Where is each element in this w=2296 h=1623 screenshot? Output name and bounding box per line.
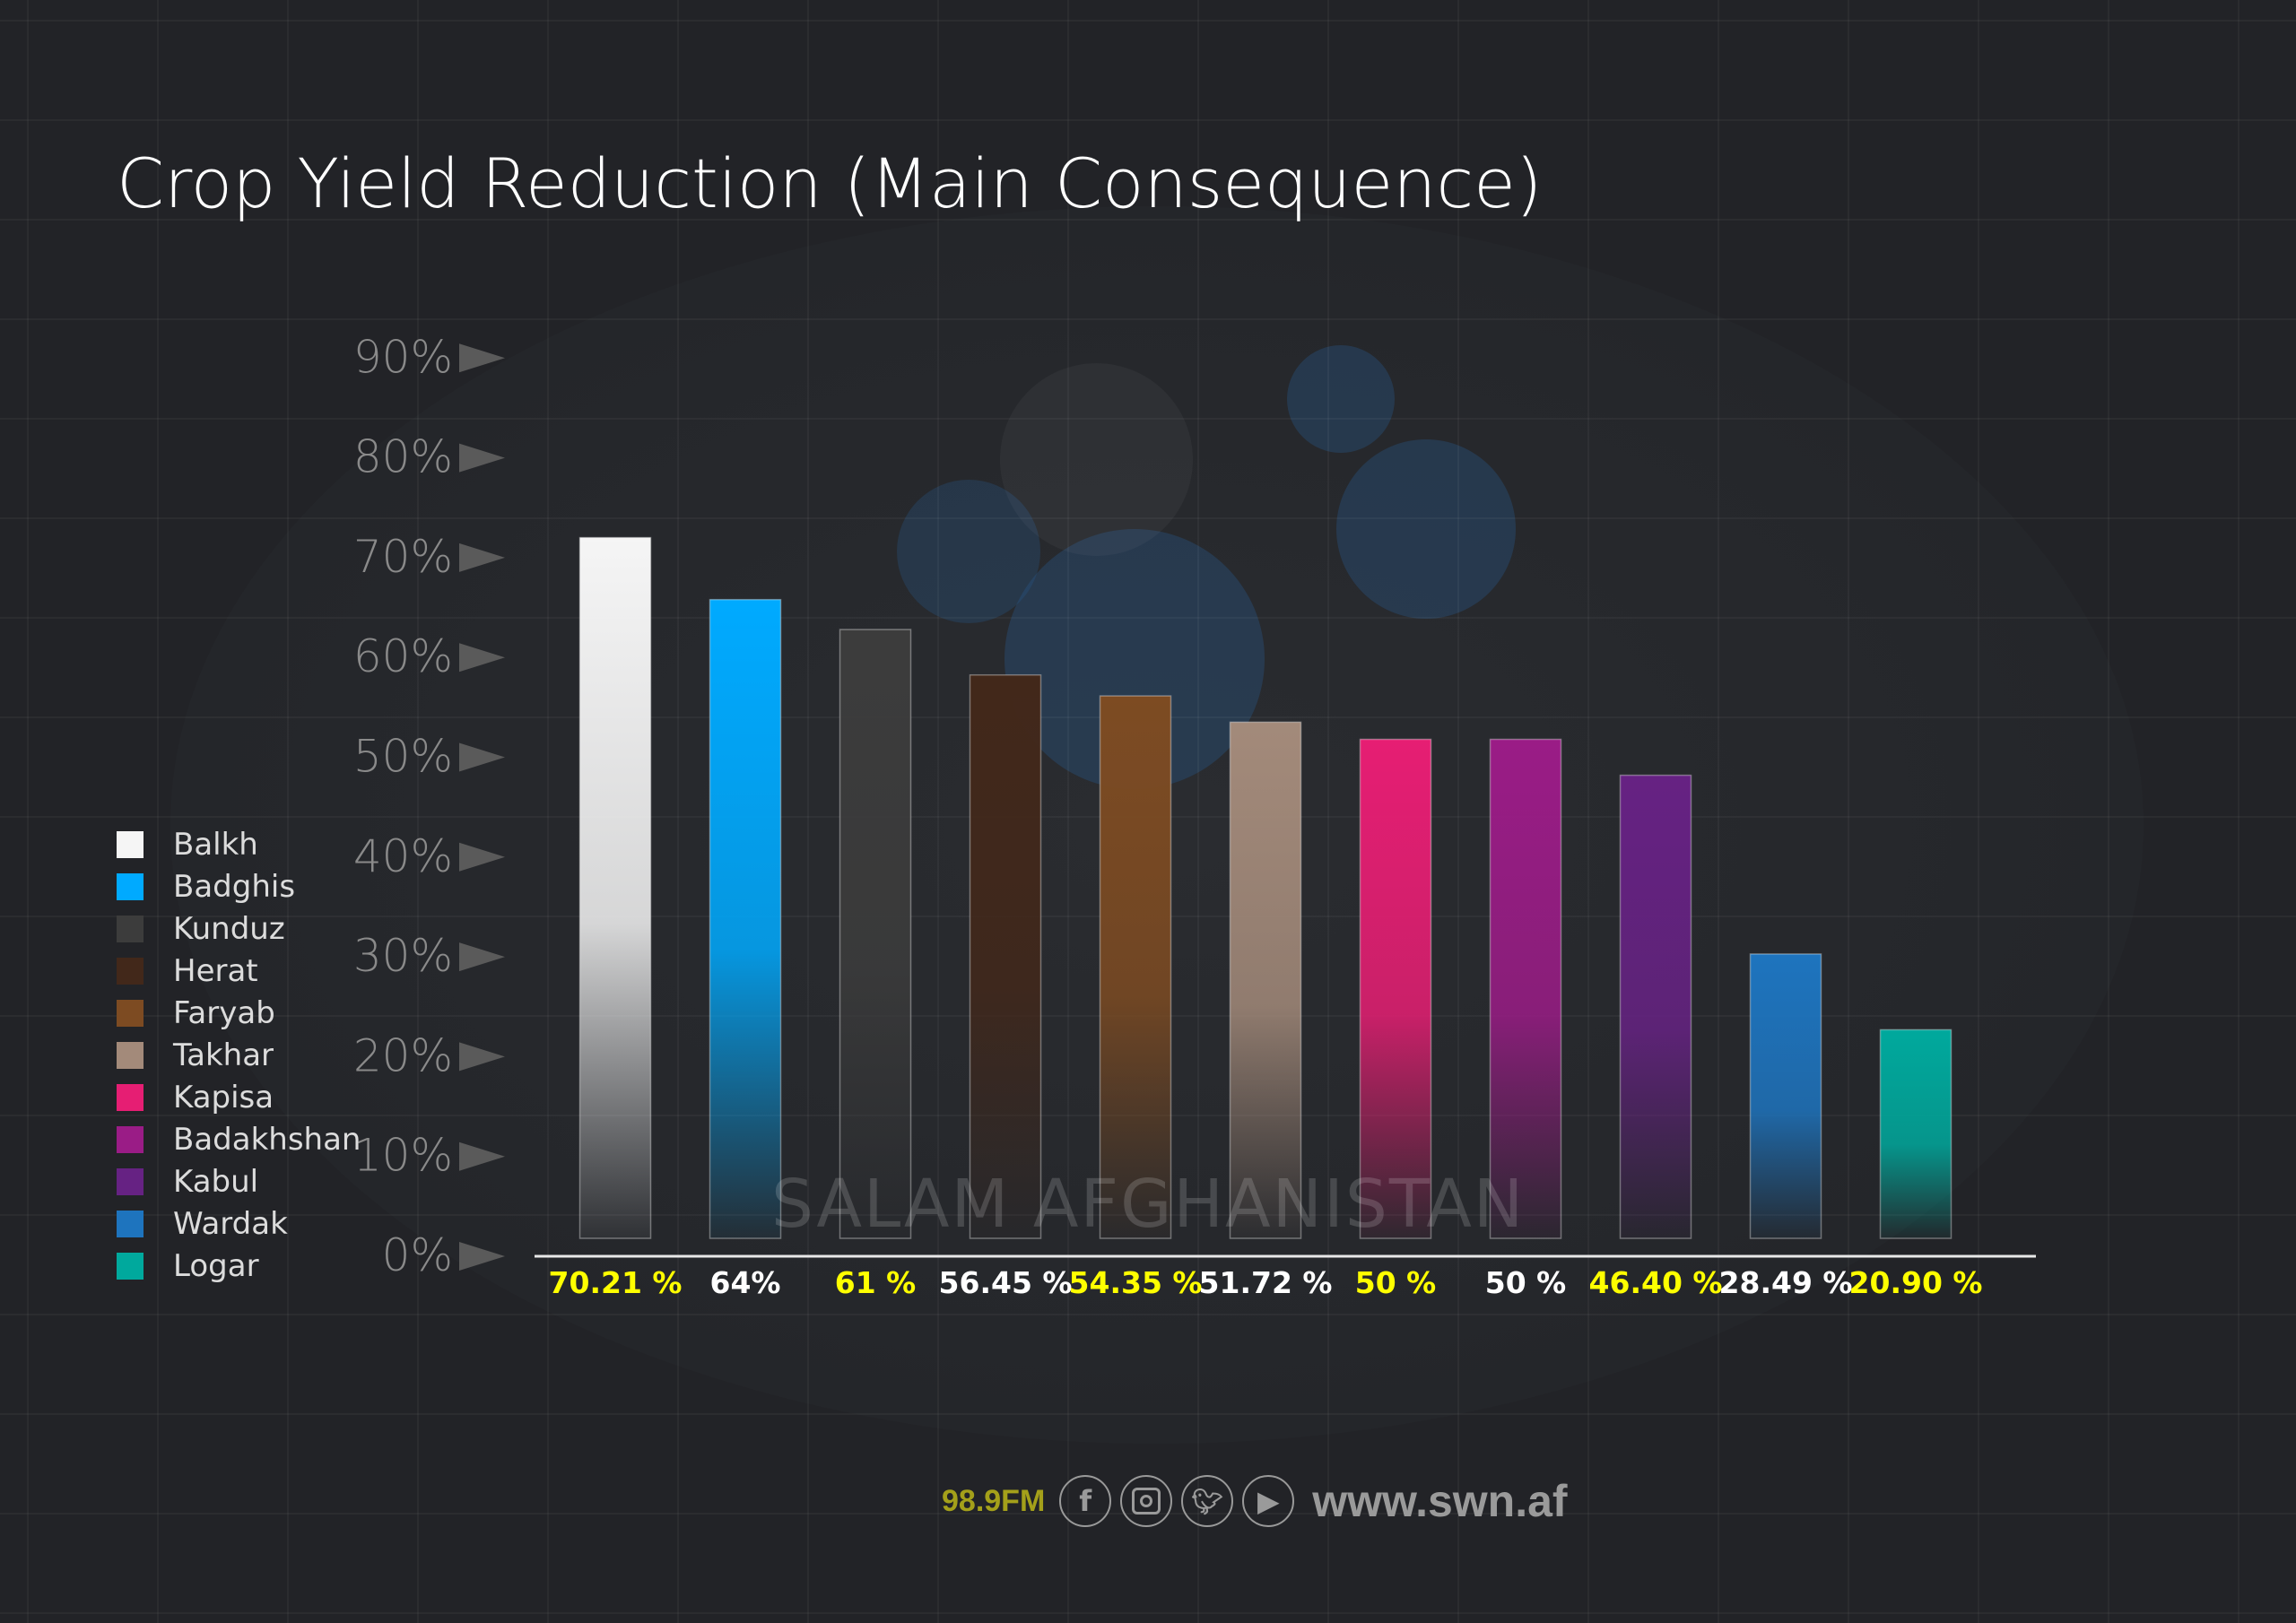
data-label: 51.72 % [1199,1265,1333,1300]
legend-item-faryab: Faryab [117,992,361,1034]
y-tick-label: 0% [382,1229,453,1281]
bar-kunduz [839,629,912,1239]
data-label: 28.49 % [1719,1265,1853,1300]
data-label: 54.35 % [1069,1265,1203,1300]
legend-label: Badghis [173,868,296,905]
legend-label: Faryab [173,994,275,1031]
legend-label: Badakhshan [173,1121,361,1158]
legend-label: Herat [173,952,258,989]
y-tick-arrow [459,1242,505,1271]
data-label: 46.40 % [1589,1265,1723,1300]
legend-item-takhar: Takhar [117,1034,361,1076]
bar-badghis [709,598,782,1239]
legend-item-badakhshan: Badakhshan [117,1118,361,1160]
data-label: 61 % [835,1265,916,1300]
y-tick-label: 40% [353,830,453,882]
legend-swatch [117,1210,144,1237]
legend-label: Wardak [173,1205,288,1242]
y-tick-arrow [459,742,505,772]
y-tick-arrow [459,942,505,972]
legend-swatch [117,830,144,858]
legend-label: Logar [173,1247,259,1284]
instagram-icon[interactable] [1120,1475,1173,1527]
footer: 98.9FM f 🐦︎ ▶ www.swn.af [942,1475,1568,1527]
legend-swatch [117,1252,144,1280]
legend-swatch [117,1083,144,1111]
bar-balkh [578,536,652,1239]
bg-bubble [1336,439,1516,619]
legend-item-kunduz: Kunduz [117,907,361,950]
y-tick-label: 90% [353,331,453,383]
y-tick-arrow [459,542,505,572]
y-tick-arrow [459,443,505,473]
bar-kabul [1619,774,1692,1239]
play-icon[interactable]: ▶ [1242,1475,1295,1527]
data-label: 50 % [1355,1265,1436,1300]
bg-bubble [1000,363,1193,556]
legend-swatch [117,872,144,900]
data-label: 20.90 % [1849,1265,1983,1300]
y-tick-label: 30% [353,930,453,982]
y-tick-arrow [459,1042,505,1072]
legend-label: Kapisa [173,1079,274,1115]
y-tick-label: 10% [353,1130,453,1182]
legend-swatch [117,1125,144,1153]
y-tick-arrow [459,643,505,673]
legend-swatch [117,1041,144,1069]
y-tick-arrow [459,842,505,872]
legend-item-wardak: Wardak [117,1202,361,1245]
y-tick-label: 50% [353,731,453,783]
bar-badakhshan [1489,738,1562,1239]
legend-item-badghis: Badghis [117,865,361,907]
legend-swatch [117,1167,144,1195]
twitter-icon[interactable]: 🐦︎ [1181,1475,1234,1527]
data-label: 64% [710,1265,781,1300]
y-tick-arrow [459,1141,505,1171]
bar-takhar [1229,721,1302,1239]
bg-bubble [897,480,1040,623]
data-label: 56.45 % [939,1265,1073,1300]
bg-bubble [1287,345,1395,453]
y-tick-label: 80% [353,431,453,483]
bar-kapisa [1359,738,1432,1239]
chart-title: Crop Yield Reduction (Main Consequence) [117,143,1543,223]
facebook-icon[interactable]: f [1059,1475,1112,1527]
bar-faryab [1099,695,1172,1239]
legend-item-kapisa: Kapisa [117,1076,361,1118]
y-tick-arrow [459,343,505,373]
bar-herat [969,673,1042,1239]
legend-swatch [117,999,144,1027]
legend-label: Kunduz [173,910,285,947]
legend-label: Takhar [173,1037,274,1073]
legend-label: Balkh [173,826,258,863]
legend-swatch [117,957,144,985]
legend: Balkh Badghis Kunduz Herat Faryab Takhar Kapis… [117,823,361,1287]
legend-item-herat: Herat [117,950,361,992]
radio-frequency: 98.9FM [942,1483,1046,1518]
legend-item-balkh: Balkh [117,823,361,865]
data-label: 70.21 % [549,1265,683,1300]
legend-label: Kabul [173,1163,259,1200]
y-tick-label: 60% [353,630,453,682]
bar-logar [1879,1028,1952,1239]
y-tick-label: 20% [353,1029,453,1081]
bar-wardak [1749,953,1822,1239]
website-link[interactable]: www.swn.af [1312,1476,1568,1526]
legend-swatch [117,915,144,942]
data-label: 50 % [1485,1265,1566,1300]
legend-item-kabul: Kabul [117,1160,361,1202]
y-tick-label: 70% [353,531,453,583]
legend-item-logar: Logar [117,1245,361,1287]
